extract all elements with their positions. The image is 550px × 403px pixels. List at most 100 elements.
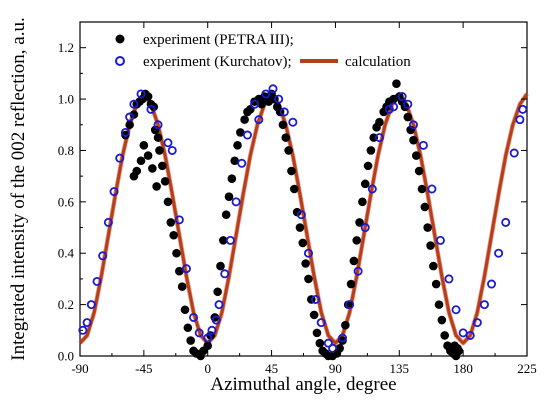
kurchatov-point bbox=[125, 112, 135, 122]
petra-point bbox=[453, 343, 462, 353]
legend-marker-kurchatov bbox=[115, 56, 125, 66]
petra-point bbox=[338, 336, 347, 345]
petra-point bbox=[183, 323, 193, 333]
x-tick-label: 45 bbox=[265, 361, 278, 376]
kurchatov-point bbox=[427, 184, 437, 194]
kurchatov-point bbox=[515, 115, 525, 125]
kurchatov-point bbox=[181, 264, 191, 274]
kurchatov-point bbox=[451, 305, 461, 315]
petra-point bbox=[392, 79, 401, 88]
kurchatov-point bbox=[194, 328, 204, 338]
kurchatov-point bbox=[92, 276, 102, 286]
kurchatov-point bbox=[472, 318, 482, 328]
petra-point bbox=[352, 236, 362, 245]
petra-point bbox=[409, 135, 418, 145]
kurchatov-point bbox=[78, 325, 88, 335]
x-axis: -90 -45 0 45 90 135 180 225 bbox=[71, 22, 537, 376]
petra-point bbox=[163, 197, 173, 207]
petra-point bbox=[152, 182, 161, 191]
kurchatov-point bbox=[328, 343, 338, 353]
petra-point bbox=[366, 146, 376, 155]
petra-point bbox=[309, 310, 319, 320]
kurchatov-point bbox=[242, 130, 252, 140]
kurchatov-point bbox=[115, 153, 125, 163]
petra-point bbox=[298, 238, 308, 248]
kurchatov-point bbox=[303, 248, 313, 258]
kurchatov-point bbox=[103, 217, 113, 227]
legend: experiment (PETRA III); experiment (Kurc… bbox=[115, 32, 411, 70]
petra-point bbox=[175, 266, 184, 276]
petra-point bbox=[440, 331, 449, 340]
petra-point bbox=[129, 110, 139, 119]
petra-point bbox=[363, 161, 373, 171]
kurchatov-point bbox=[136, 89, 146, 99]
kurchatov-point bbox=[214, 300, 224, 310]
kurchatov-point bbox=[435, 235, 445, 245]
kurchatov-point bbox=[279, 107, 289, 117]
kurchatov-point bbox=[397, 92, 407, 102]
petra-point bbox=[221, 210, 231, 219]
kurchatov-point bbox=[389, 102, 399, 112]
kurchatov-point bbox=[338, 333, 348, 343]
kurchatov-point bbox=[353, 266, 363, 276]
petra-point bbox=[227, 174, 237, 184]
kurchatov-points-layer bbox=[78, 84, 528, 353]
kurchatov-point bbox=[403, 99, 413, 109]
petra-point bbox=[289, 184, 299, 194]
kurchatov-point bbox=[82, 318, 92, 328]
kurchatov-point bbox=[458, 328, 468, 338]
kurchatov-point bbox=[274, 94, 284, 104]
y-tick-label: 1.0 bbox=[58, 92, 74, 107]
x-tick-label: 90 bbox=[329, 361, 342, 376]
kurchatov-point bbox=[86, 300, 96, 310]
kurchatov-point bbox=[174, 215, 184, 225]
petra-point bbox=[429, 261, 438, 271]
petra-point bbox=[403, 112, 413, 122]
petra-point bbox=[143, 151, 153, 160]
petra-point bbox=[153, 133, 163, 142]
petra-point bbox=[240, 115, 249, 124]
kurchatov-point bbox=[211, 315, 221, 325]
kurchatov-point bbox=[220, 269, 230, 279]
petra-point bbox=[417, 184, 427, 194]
legend-label-petra: experiment (PETRA III); bbox=[143, 32, 294, 48]
calculation-curve-layer bbox=[78, 91, 529, 346]
kurchatov-point bbox=[268, 84, 278, 94]
kurchatov-point bbox=[518, 104, 528, 114]
petra-point bbox=[216, 261, 225, 271]
x-tick-label: 225 bbox=[517, 361, 537, 376]
petra-point bbox=[169, 230, 178, 240]
kurchatov-point bbox=[207, 325, 217, 335]
petra-point bbox=[295, 223, 305, 232]
kurchatov-point bbox=[323, 338, 333, 348]
kurchatov-point bbox=[487, 279, 497, 289]
y-tick-label: 0.8 bbox=[58, 143, 74, 158]
x-tick-label: 0 bbox=[204, 361, 211, 376]
kurchatov-point bbox=[494, 248, 504, 258]
kurchatov-point bbox=[225, 235, 235, 245]
y-axis: 0.0 0.2 0.4 0.6 0.8 1.0 1.2 bbox=[58, 21, 527, 364]
petra-point bbox=[245, 105, 255, 114]
petra-point bbox=[423, 223, 432, 232]
petra-point bbox=[414, 166, 424, 176]
petra-point bbox=[121, 130, 130, 140]
kurchatov-point bbox=[254, 115, 264, 125]
petra-point bbox=[136, 156, 146, 166]
petra-point bbox=[292, 207, 302, 217]
kurchatov-point bbox=[237, 158, 247, 168]
y-axis-title: Integrated intensity of the 002 reflecti… bbox=[8, 17, 29, 360]
petra-point bbox=[230, 156, 239, 166]
kurchatov-point bbox=[120, 127, 130, 137]
x-tick-label: 180 bbox=[453, 361, 473, 376]
kurchatov-point bbox=[98, 251, 108, 261]
petra-point bbox=[203, 341, 213, 351]
x-axis-title: Azimuthal angle, degree bbox=[210, 374, 396, 395]
kurchatov-point bbox=[509, 148, 519, 158]
plot-frame bbox=[79, 21, 528, 357]
petra-point bbox=[166, 218, 176, 227]
x-tick-label: 135 bbox=[390, 361, 410, 376]
kurchatov-point bbox=[501, 217, 511, 227]
kurchatov-point bbox=[465, 330, 475, 340]
petra-point bbox=[315, 338, 325, 348]
petra-point bbox=[341, 320, 350, 330]
